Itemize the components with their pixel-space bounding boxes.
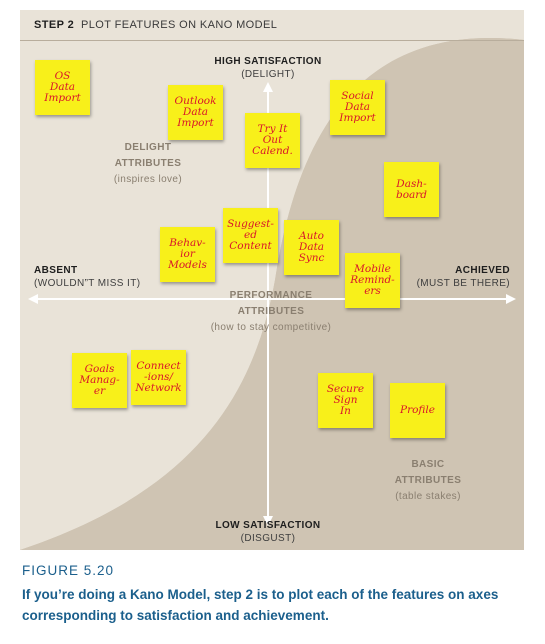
step-title: PLOT FEATURES ON KANO MODEL <box>81 19 278 31</box>
kano-model-figure: STEP 2 PLOT FEATURES ON KANO MODEL HIGH … <box>20 10 524 550</box>
sticky-note-suggested-content[interactable]: Suggest- ed Content <box>223 208 278 263</box>
left-arrow-icon <box>28 294 38 304</box>
sticky-note-dashboard[interactable]: Dash- board <box>384 162 439 217</box>
axis-label-bottom: LOW SATISFACTION (DISGUST) <box>215 520 321 544</box>
axis-label-right: ACHIEVED (MUST BE THERE) <box>416 265 510 289</box>
region-performance: PERFORMANCE ATTRIBUTES (how to stay comp… <box>210 290 332 333</box>
sticky-note-mobile-reminders[interactable]: Mobile Remind- ers <box>345 253 400 308</box>
sticky-note-try-it-out-calendar[interactable]: Try It Out Calend. <box>245 113 300 168</box>
step-header: STEP 2 PLOT FEATURES ON KANO MODEL <box>34 19 277 31</box>
step-number: STEP 2 <box>34 19 75 31</box>
sticky-note-profile[interactable]: Profile <box>390 383 445 438</box>
down-arrow-icon <box>263 516 273 526</box>
sticky-note-social-data-import[interactable]: Social Data Import <box>330 80 385 135</box>
sticky-note-goals-manager[interactable]: Goals Manag- er <box>72 353 127 408</box>
axis-label-left: ABSENT (WOULDN”T MISS IT) <box>34 265 141 289</box>
sticky-note-behavior-models[interactable]: Behav- ior Models <box>160 227 215 282</box>
figure-caption-title: FIGURE 5.20 <box>22 563 115 578</box>
up-arrow-icon <box>263 82 273 92</box>
figure-caption-text: If you’re doing a Kano Model, step 2 is … <box>22 587 499 623</box>
sticky-note-auto-data-sync[interactable]: Auto Data Sync <box>284 220 339 275</box>
sticky-note-connections-network[interactable]: Connect -ions/ Network <box>131 350 186 405</box>
header-divider <box>20 40 524 41</box>
region-basic: BASIC ATTRIBUTES (table stakes) <box>394 459 462 502</box>
sticky-note-outlook-data-import[interactable]: Outlook Data Import <box>168 85 223 140</box>
region-delight: DELIGHT ATTRIBUTES (inspires love) <box>113 142 183 185</box>
sticky-note-os-data-import[interactable]: OS Data Import <box>35 60 90 115</box>
sticky-note-secure-sign-in[interactable]: Secure Sign In <box>318 373 373 428</box>
axis-label-top: HIGH SATISFACTION (DELIGHT) <box>214 56 322 80</box>
right-arrow-icon <box>506 294 516 304</box>
